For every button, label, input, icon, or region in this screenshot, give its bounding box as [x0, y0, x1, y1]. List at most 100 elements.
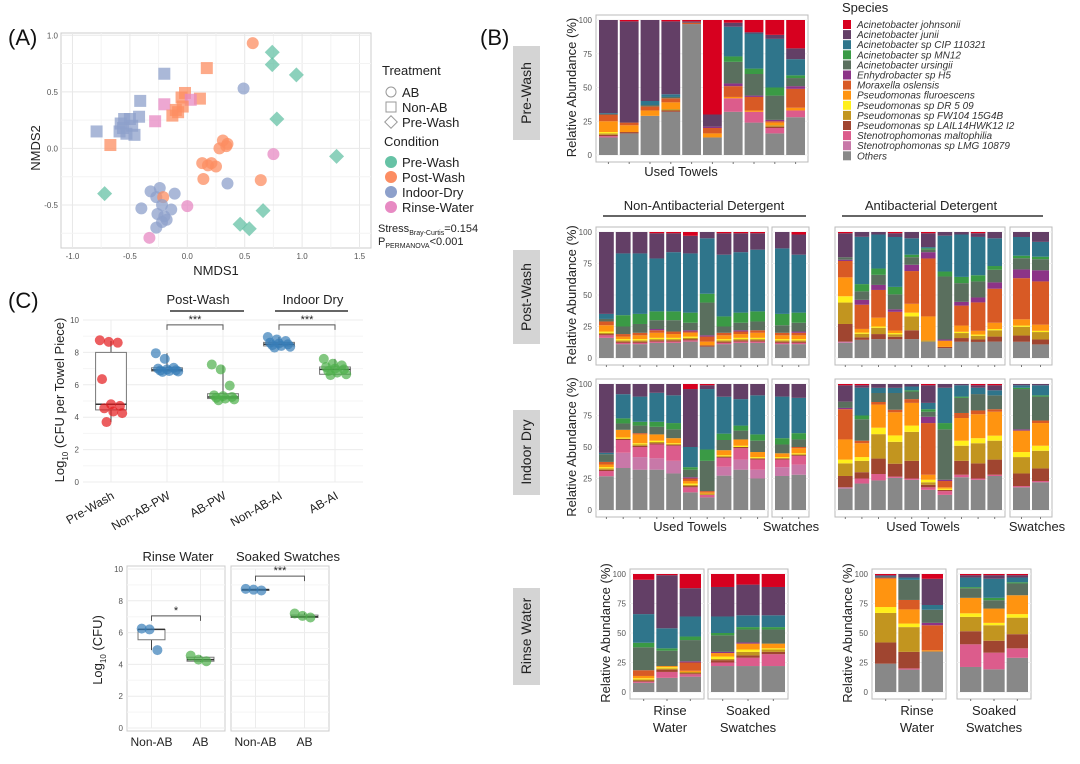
x-category-label: Non-AB — [234, 735, 276, 749]
bar-segment — [775, 339, 790, 341]
bar-segment — [960, 597, 982, 614]
bar-segment — [736, 666, 760, 692]
bar-segment — [775, 458, 790, 460]
bar-segment — [1032, 420, 1049, 424]
bar-segment — [649, 384, 665, 393]
bar-segment — [937, 487, 953, 489]
bar-segment — [733, 384, 749, 400]
bar-segment — [904, 402, 919, 426]
bar-segment — [699, 497, 715, 510]
bar-segment — [733, 330, 749, 332]
bar-segment — [1013, 473, 1030, 487]
species-legend-swatch — [843, 121, 851, 130]
bar-segment — [666, 320, 681, 332]
facet-0: 0 2 4 6 8 10 Non-AB AB * — [114, 565, 226, 749]
bar-segment — [683, 253, 698, 313]
bar-segment — [736, 655, 760, 658]
bar-segment — [750, 457, 765, 459]
bar-segment — [619, 132, 639, 134]
bar-segment — [898, 577, 920, 580]
bar-segment — [987, 322, 1002, 330]
bar-segment — [633, 682, 655, 692]
bar-segment — [666, 311, 681, 321]
bar-segment — [765, 122, 785, 126]
rinse-ab-xlabel-soaked-l2: Swatches — [966, 720, 1023, 735]
bar-segment — [937, 481, 953, 488]
data-point — [206, 359, 217, 370]
nmds-point — [153, 182, 166, 195]
species-legend-swatch — [843, 40, 851, 50]
bar-segment — [683, 467, 698, 470]
bar-segment — [1032, 324, 1049, 331]
bar-segment — [615, 340, 631, 342]
bar-segment — [954, 385, 969, 397]
bar-segment — [1032, 270, 1049, 282]
y-tick-label: -0.5 — [44, 201, 58, 210]
bar-segment — [716, 450, 732, 456]
bar-segment — [599, 20, 618, 114]
bar-segment — [987, 474, 1002, 476]
bar-segment — [632, 339, 648, 341]
bar-segment — [733, 448, 749, 460]
bar-segment — [640, 110, 660, 116]
bar-segment — [699, 449, 715, 461]
bar-segment — [921, 249, 936, 253]
bar-segment — [871, 327, 886, 335]
bar-segment — [1032, 385, 1049, 396]
bar-segment — [786, 78, 805, 87]
bar-segment — [649, 440, 665, 442]
bar-segment — [838, 342, 853, 358]
bar-segment — [791, 448, 806, 454]
bar-segment — [954, 440, 969, 446]
significance-label: *** — [274, 565, 288, 577]
bar-segment — [854, 387, 870, 416]
bar-segment — [615, 384, 631, 395]
bar-segment — [970, 387, 986, 395]
bar-segment — [683, 332, 698, 337]
bar-segment — [921, 482, 936, 485]
data-point — [101, 417, 112, 428]
bar-segment — [887, 476, 903, 478]
bar-segment — [960, 616, 982, 632]
bar-segment — [683, 337, 698, 340]
bar-segment — [736, 651, 760, 656]
bar-segment — [733, 425, 749, 431]
bar-segment — [619, 125, 639, 133]
bar-segment — [1006, 582, 1028, 584]
bar-segment — [970, 438, 986, 444]
bar-segment — [887, 409, 903, 413]
bar-segment — [921, 232, 936, 234]
bar-segment — [599, 132, 618, 134]
bar-segment — [983, 574, 1005, 576]
bar-segment — [661, 20, 681, 22]
bar-segment — [987, 336, 1002, 342]
bar-segment — [723, 22, 743, 27]
bar-segment — [716, 457, 732, 467]
bar-segment — [970, 275, 986, 282]
facet-4 — [1009, 226, 1053, 367]
facet-7 — [834, 378, 1006, 519]
data-point — [112, 337, 123, 348]
bar-segment — [904, 386, 919, 391]
bar-segment — [599, 464, 614, 468]
bar-segment — [761, 629, 785, 644]
bar-segment — [716, 433, 732, 440]
bar-segment — [666, 443, 681, 445]
bar-segment — [1032, 281, 1049, 325]
bar-segment — [904, 339, 919, 358]
bar-segment — [711, 660, 735, 663]
y-tick-label: 2 — [75, 446, 80, 455]
bar-segment — [937, 232, 953, 236]
y-tick-label: 0.0 — [47, 144, 59, 153]
indoordry-ab-xlabel-swatches: Swatches — [1009, 519, 1066, 534]
bar-segment — [632, 342, 648, 345]
bar-segment — [649, 258, 665, 312]
data-point — [201, 656, 212, 667]
x-category-label: AB — [192, 735, 208, 749]
nmds-point — [128, 128, 141, 141]
bar-segment — [599, 136, 618, 138]
bar-segment — [633, 681, 655, 683]
bar-segment — [838, 233, 853, 258]
bar-segment — [711, 666, 735, 692]
bar-segment — [954, 474, 969, 478]
